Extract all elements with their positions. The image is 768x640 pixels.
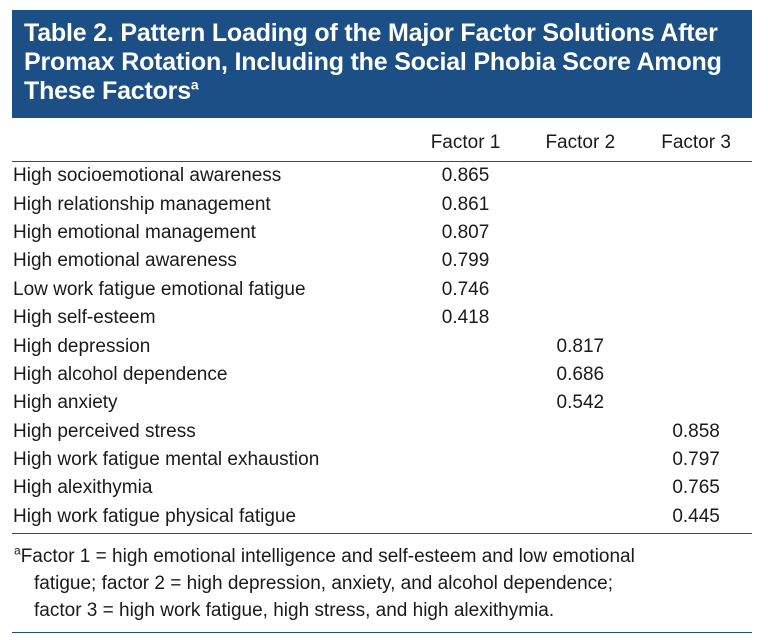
- factor-3-loading: [640, 190, 752, 218]
- table-row: High depression 0.817: [12, 332, 752, 360]
- factor-3-loading: [640, 162, 752, 191]
- footnote-line-3: factor 3 = high work fatigue, high stres…: [34, 600, 555, 622]
- factor-2-loading: [520, 219, 640, 247]
- bottom-rule: [12, 632, 752, 634]
- table-row: High emotional management 0.807: [12, 219, 752, 247]
- header-factor-3: Factor 3: [661, 132, 731, 153]
- factor-1-loading: [411, 361, 521, 389]
- factor-3-loading: [640, 247, 752, 275]
- footnote-text-1: Factor 1 = high emotional intelligence a…: [20, 546, 635, 568]
- factor-2-loading: [520, 503, 640, 534]
- footnote-line-1: aFactor 1 = high emotional intelligence …: [14, 543, 752, 570]
- table-row: Low work fatigue emotional fatigue 0.746: [12, 276, 752, 304]
- factor-3-loading: [640, 332, 752, 360]
- factor-1-loading: [411, 332, 521, 360]
- row-label: High emotional awareness: [13, 250, 237, 272]
- factor-2-loading: [520, 190, 640, 218]
- factor-1-loading: [411, 474, 521, 502]
- row-label: High emotional management: [13, 221, 256, 243]
- factor-2-loading: [520, 418, 640, 446]
- row-label: High relationship management: [13, 193, 271, 215]
- factor-3-loading: [640, 361, 752, 389]
- factor-2-loading: [520, 474, 640, 502]
- factor-1-loading: 0.865: [441, 165, 490, 187]
- factor-2-loading: 0.542: [556, 392, 605, 414]
- factor-2-loading: 0.686: [556, 363, 605, 385]
- footnote-marker: a: [14, 543, 21, 558]
- factor-1-loading: [411, 446, 521, 474]
- table-container: Table 2. Pattern Loading of the Major Fa…: [12, 10, 752, 634]
- factor-3-loading: [640, 219, 752, 247]
- table-row: High socioemotional awareness 0.865: [12, 162, 752, 191]
- table-body: High socioemotional awareness 0.865 High r…: [12, 162, 752, 534]
- factor-1-loading: [411, 389, 521, 417]
- factor-1-loading: 0.746: [441, 278, 490, 300]
- factor-3-loading: [640, 304, 752, 332]
- table-row: High work fatigue mental exhaustion 0.797: [12, 446, 752, 474]
- factor-1-loading: 0.799: [441, 250, 490, 272]
- header-factor-2: Factor 2: [545, 132, 616, 153]
- table-row: High anxiety 0.542: [12, 389, 752, 417]
- header-row: Factor 1 Factor 2 Factor 3: [12, 130, 752, 162]
- footnote-line-2: fatigue; factor 2 = high depression, anx…: [34, 573, 614, 595]
- table-row: High alcohol dependence 0.686: [12, 361, 752, 389]
- factor-1-loading: [411, 503, 521, 534]
- factor-1-loading: 0.807: [441, 221, 490, 243]
- factor-2-loading: [520, 276, 640, 304]
- factor-2-loading: 0.817: [556, 335, 605, 357]
- row-label: High work fatigue physical fatigue: [13, 505, 297, 527]
- table-row: High self-esteem 0.418: [12, 304, 752, 332]
- row-label: High self-esteem: [13, 307, 156, 329]
- row-label: High work fatigue mental exhaustion: [13, 449, 320, 471]
- factor-2-loading: [520, 304, 640, 332]
- table-title: Table 2. Pattern Loading of the Major Fa…: [12, 10, 752, 118]
- factor-3-loading: 0.797: [672, 449, 720, 471]
- row-label: High depression: [13, 335, 151, 357]
- factor-3-loading: 0.765: [672, 477, 720, 499]
- factor-3-loading: [640, 389, 752, 417]
- row-label: High perceived stress: [13, 420, 196, 442]
- factor-1-loading: [411, 418, 521, 446]
- factor-3-loading: [640, 276, 752, 304]
- factor-3-loading: 0.445: [672, 505, 720, 527]
- table-footnote: aFactor 1 = high emotional intelligence …: [12, 543, 752, 624]
- factor-3-loading: 0.858: [672, 420, 720, 442]
- table-row: High alexithymia 0.765: [12, 474, 752, 502]
- title-footnote-marker: a: [190, 76, 199, 93]
- table-row: High perceived stress 0.858: [12, 418, 752, 446]
- row-label: Low work fatigue emotional fatigue: [13, 278, 306, 300]
- header-blank: [12, 130, 411, 162]
- row-label: High anxiety: [13, 392, 118, 414]
- table-row: High emotional awareness 0.799: [12, 247, 752, 275]
- factor-2-loading: [520, 162, 640, 191]
- factor-1-loading: 0.861: [441, 193, 490, 215]
- row-label: High alcohol dependence: [13, 363, 228, 385]
- table-row: High relationship management 0.861: [12, 190, 752, 218]
- row-label: High socioemotional awareness: [13, 165, 282, 187]
- factor-2-loading: [520, 446, 640, 474]
- factor-loading-table: Factor 1 Factor 2 Factor 3 High socioemo…: [12, 130, 752, 534]
- table-row: High work fatigue physical fatigue 0.445: [12, 503, 752, 534]
- header-factor-1: Factor 1: [430, 132, 501, 153]
- row-label: High alexithymia: [13, 477, 153, 499]
- table-title-text: Table 2. Pattern Loading of the Major Fa…: [24, 19, 722, 105]
- factor-1-loading: 0.418: [441, 307, 490, 329]
- factor-2-loading: [520, 247, 640, 275]
